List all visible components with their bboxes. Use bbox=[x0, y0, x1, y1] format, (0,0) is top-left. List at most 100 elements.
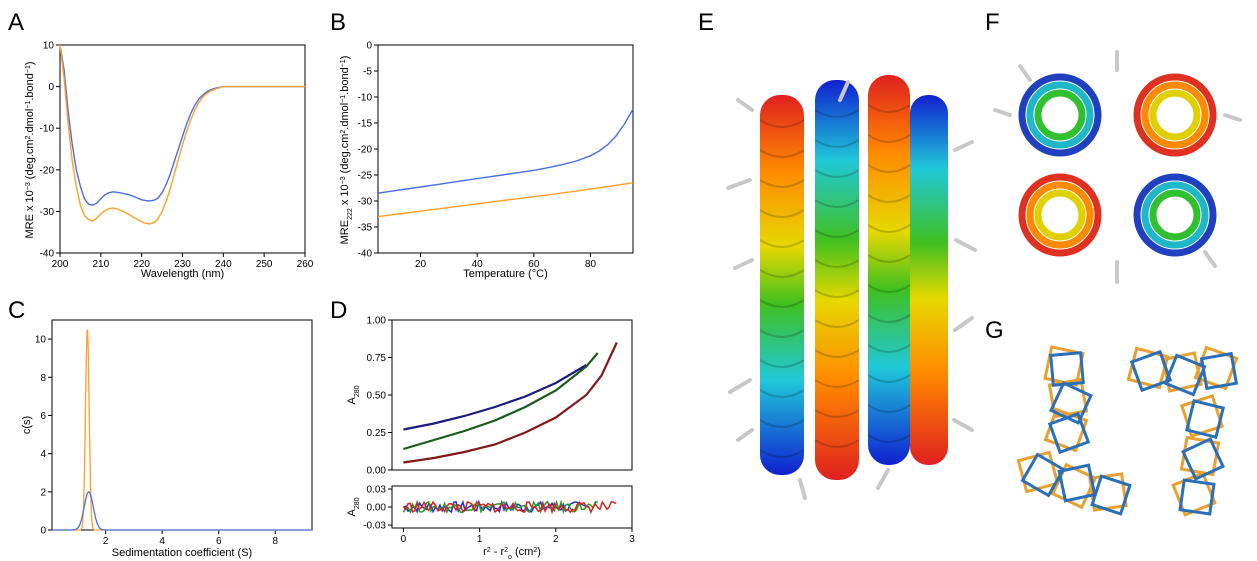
chart-b-x-tick-label: 20 bbox=[415, 259, 427, 270]
chart-c-x-tick-label: 4 bbox=[159, 536, 165, 547]
chart-a-y-tick-label: -10 bbox=[40, 124, 55, 135]
chart-a-y-tick-label: 0 bbox=[48, 82, 54, 93]
chart-b-y-axis-label-part: ) bbox=[339, 56, 351, 60]
panel-label-g: G bbox=[985, 317, 1004, 344]
chart-c-y-tick-label: 4 bbox=[40, 449, 46, 460]
chart-c-x-tick-label: 6 bbox=[216, 536, 222, 547]
chart-c-sedimentation-velocity: 2 4 6 8 0 2 4 6 8 10 Sedimentation coefficient (S)… bbox=[21, 319, 313, 559]
chart-d-x-axis-label-part: r bbox=[483, 546, 487, 558]
chart-a-x-tick-label: 220 bbox=[133, 259, 150, 270]
chart-c-x-axis-label: Sedimentation coefficient (S) bbox=[112, 547, 252, 559]
chart-b-y-tick-label: -20 bbox=[358, 145, 373, 156]
chart-d-x-axis-label-part: - r bbox=[491, 546, 505, 558]
chart-a-x-tick-label: 240 bbox=[215, 259, 232, 270]
chart-b-y-tick-label: -40 bbox=[358, 249, 373, 260]
panel-label-d: D bbox=[330, 297, 347, 324]
chart-a-cd-spectrum: 200 210 220 230 240 250 260 10 0 -10 -20 -30 -40 Wave… bbox=[24, 41, 314, 281]
chart-a-x-tick-label: 210 bbox=[92, 259, 109, 270]
panel-label-c: C bbox=[8, 297, 25, 324]
chart-a-x-tick-label: 200 bbox=[52, 259, 69, 270]
chart-b-y-axis-label-part: −1 bbox=[340, 95, 347, 103]
chart-d-x-axis-label-part: 2 bbox=[504, 547, 508, 554]
chart-d-y-tick-label: 0.75 bbox=[367, 353, 387, 364]
chart-c-x-tick-label: 2 bbox=[103, 536, 109, 547]
chart-a-y-axis-label-part: −1 bbox=[25, 101, 32, 109]
chart-b-y-axis-label-part: .bond bbox=[339, 67, 351, 95]
chart-d-residual-x-tick-label: 2 bbox=[553, 534, 559, 545]
chart-d-y-axis-label-part: A bbox=[346, 397, 358, 405]
helix-bundle-side-view-icon bbox=[726, 75, 977, 500]
chart-b-y-axis-label-part: −1 bbox=[340, 59, 347, 67]
chart-a-series-line-orange bbox=[59, 44, 305, 225]
helix-bundle-top-view-icon bbox=[993, 50, 1242, 284]
panel-label-a: A bbox=[8, 9, 24, 36]
chart-c-y-tick-label: 8 bbox=[40, 373, 46, 384]
chart-a-x-tick-label: 230 bbox=[174, 259, 191, 270]
helix-backbone-overlay-icon bbox=[1016, 345, 1239, 517]
chart-d-residual-line-res_red bbox=[402, 500, 617, 515]
chart-a-x-tick-label: 260 bbox=[297, 259, 314, 270]
chart-a-y-tick-label: -30 bbox=[40, 207, 55, 218]
chart-d-residual-x-tick-label: 0 bbox=[401, 534, 407, 545]
chart-b-series-line-blue bbox=[377, 108, 634, 194]
chart-b-y-tick-label: -15 bbox=[358, 119, 373, 130]
chart-d-x-axis-label-part: 2 bbox=[487, 547, 491, 554]
panel-label-f: F bbox=[985, 9, 1000, 36]
chart-a-y-axis-label-part: MRE x 10 bbox=[24, 190, 36, 238]
chart-d-plot-frame bbox=[391, 319, 633, 471]
chart-d-x-axis-label-part: (cm bbox=[512, 546, 533, 558]
chart-b-y-axis-label-part: MRE bbox=[339, 220, 351, 244]
chart-c-y-tick-label: 10 bbox=[35, 335, 47, 346]
chart-d-series-line-darkred bbox=[403, 342, 618, 464]
chart-a-x-axis-label: Wavelength (nm) bbox=[141, 268, 224, 280]
chart-d-y-axis-label: A280 bbox=[346, 385, 361, 404]
chart-d-series-line-navy bbox=[403, 364, 587, 431]
chart-d-x-axis-label-part: o bbox=[508, 554, 512, 561]
chart-b-x-tick-label: 60 bbox=[528, 259, 540, 270]
panel-label-e: E bbox=[698, 9, 714, 36]
panel-label-b: B bbox=[330, 9, 346, 36]
chart-d-residual-y-axis-label: A280 bbox=[346, 497, 361, 516]
chart-b-y-axis-label-part: 2 bbox=[340, 130, 347, 134]
chart-b-y-axis-label: MRE222 x 10−3 (deg.cm2.dmol−1.bond−1) bbox=[339, 56, 354, 245]
chart-d-x-axis-label: r2 - r2o (cm2) bbox=[483, 546, 541, 561]
chart-d-residual-y-axis-label-part: A bbox=[346, 509, 358, 517]
chart-c-y-tick-label: 6 bbox=[40, 411, 46, 422]
chart-d-residual-y-tick-label: 0.03 bbox=[367, 485, 387, 496]
chart-c-series-line-blue bbox=[52, 491, 312, 531]
chart-a-y-axis-label-part: −1 bbox=[25, 65, 32, 73]
chart-a-x-tick-label: 250 bbox=[256, 259, 273, 270]
chart-d-residual-y-tick-label: -0.03 bbox=[363, 521, 386, 532]
chart-b-y-axis-label-part: x 10 bbox=[339, 184, 351, 208]
chart-d-residual-x-tick-label: 1 bbox=[477, 534, 483, 545]
chart-b-y-axis-label-part: (deg.cm bbox=[339, 134, 351, 177]
chart-d-y-tick-label: 0.00 bbox=[367, 466, 387, 477]
chart-c-series-line-orange bbox=[52, 329, 312, 531]
chart-d-y-axis-label-part: 280 bbox=[354, 385, 361, 397]
chart-d-y-tick-label: 1.00 bbox=[367, 316, 387, 327]
chart-d-x-axis-label-part: 2 bbox=[533, 547, 537, 554]
chart-b-thermal-melt: 20 40 60 80 0 -5 -10 -15 -20 -25 -30 -35 -40 Temperat… bbox=[339, 41, 634, 280]
chart-b-y-axis-label-part: 222 bbox=[347, 208, 354, 220]
chart-a-y-tick-label: -20 bbox=[40, 165, 55, 176]
chart-a-y-axis-label: MRE x 10−3 (deg.cm2.dmol−1.bond−1) bbox=[24, 61, 36, 238]
chart-a-y-tick-label: 10 bbox=[43, 41, 55, 52]
chart-c-y-tick-label: 0 bbox=[40, 526, 46, 537]
chart-d-residual-y-tick-label: 0.00 bbox=[367, 503, 387, 514]
chart-c-x-tick-label: 8 bbox=[272, 536, 278, 547]
chart-b-y-tick-label: -30 bbox=[358, 197, 373, 208]
chart-a-series-line-blue bbox=[59, 44, 305, 206]
chart-b-x-tick-label: 40 bbox=[472, 259, 484, 270]
chart-a-plot-frame bbox=[59, 44, 306, 254]
chart-d-residual-x-tick-label: 3 bbox=[629, 534, 635, 545]
chart-b-y-axis-label-part: .dmol bbox=[339, 103, 351, 130]
chart-d-residual-y-axis-label-part: 280 bbox=[354, 497, 361, 509]
chart-b-x-tick-label: 80 bbox=[585, 259, 597, 270]
chart-b-y-axis-label-part: −3 bbox=[340, 176, 347, 184]
chart-d-series-line-darkgreen bbox=[403, 352, 599, 451]
chart-c-y-axis-label: c(s) bbox=[21, 416, 33, 434]
chart-a-y-axis-label-part: .bond bbox=[24, 73, 36, 101]
chart-b-plot-frame bbox=[377, 44, 634, 254]
